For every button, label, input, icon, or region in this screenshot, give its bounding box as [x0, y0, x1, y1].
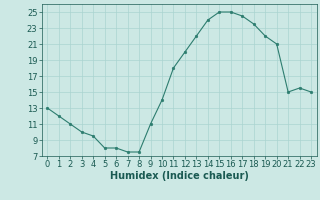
X-axis label: Humidex (Indice chaleur): Humidex (Indice chaleur): [110, 171, 249, 181]
